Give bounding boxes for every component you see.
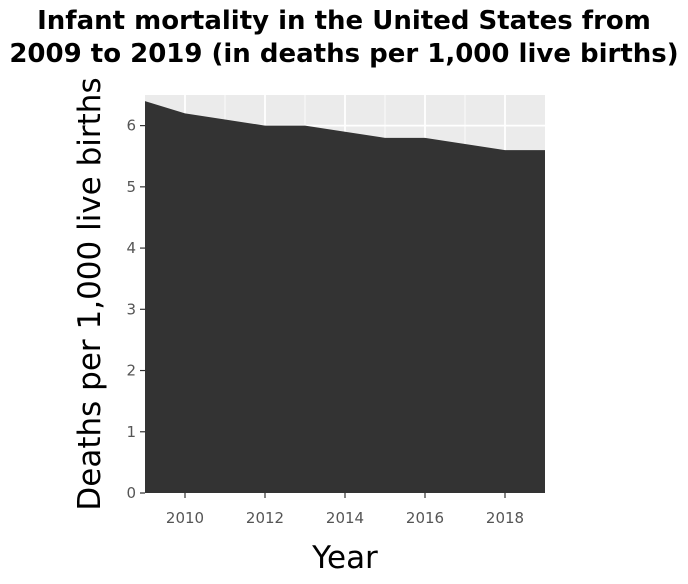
y-tick-label: 0 [126,484,136,502]
y-tick-label: 4 [126,239,136,257]
y-tick-label: 2 [126,362,136,380]
area-series [145,101,545,493]
x-tick-label: 2016 [406,509,444,527]
y-axis-title: Deaths per 1,000 live births [72,77,108,510]
x-tick-label: 2010 [166,509,204,527]
y-tick-label: 3 [126,300,136,318]
x-tick-label: 2012 [246,509,284,527]
y-tick-label: 5 [126,178,136,196]
x-axis-title: Year [311,540,378,576]
y-tick-label: 6 [126,117,136,135]
chart-title-line-2: 2009 to 2019 (in deaths per 1,000 live b… [9,39,678,69]
x-tick-label: 2018 [486,509,524,527]
x-tick-label: 2014 [326,509,364,527]
y-tick-label: 1 [126,423,136,441]
x-axis: 2010 2012 2014 2016 2018 [166,493,524,527]
y-axis: 0 1 2 3 4 5 6 [126,117,145,502]
chart-title-line-1: Infant mortality in the United States fr… [37,6,651,36]
